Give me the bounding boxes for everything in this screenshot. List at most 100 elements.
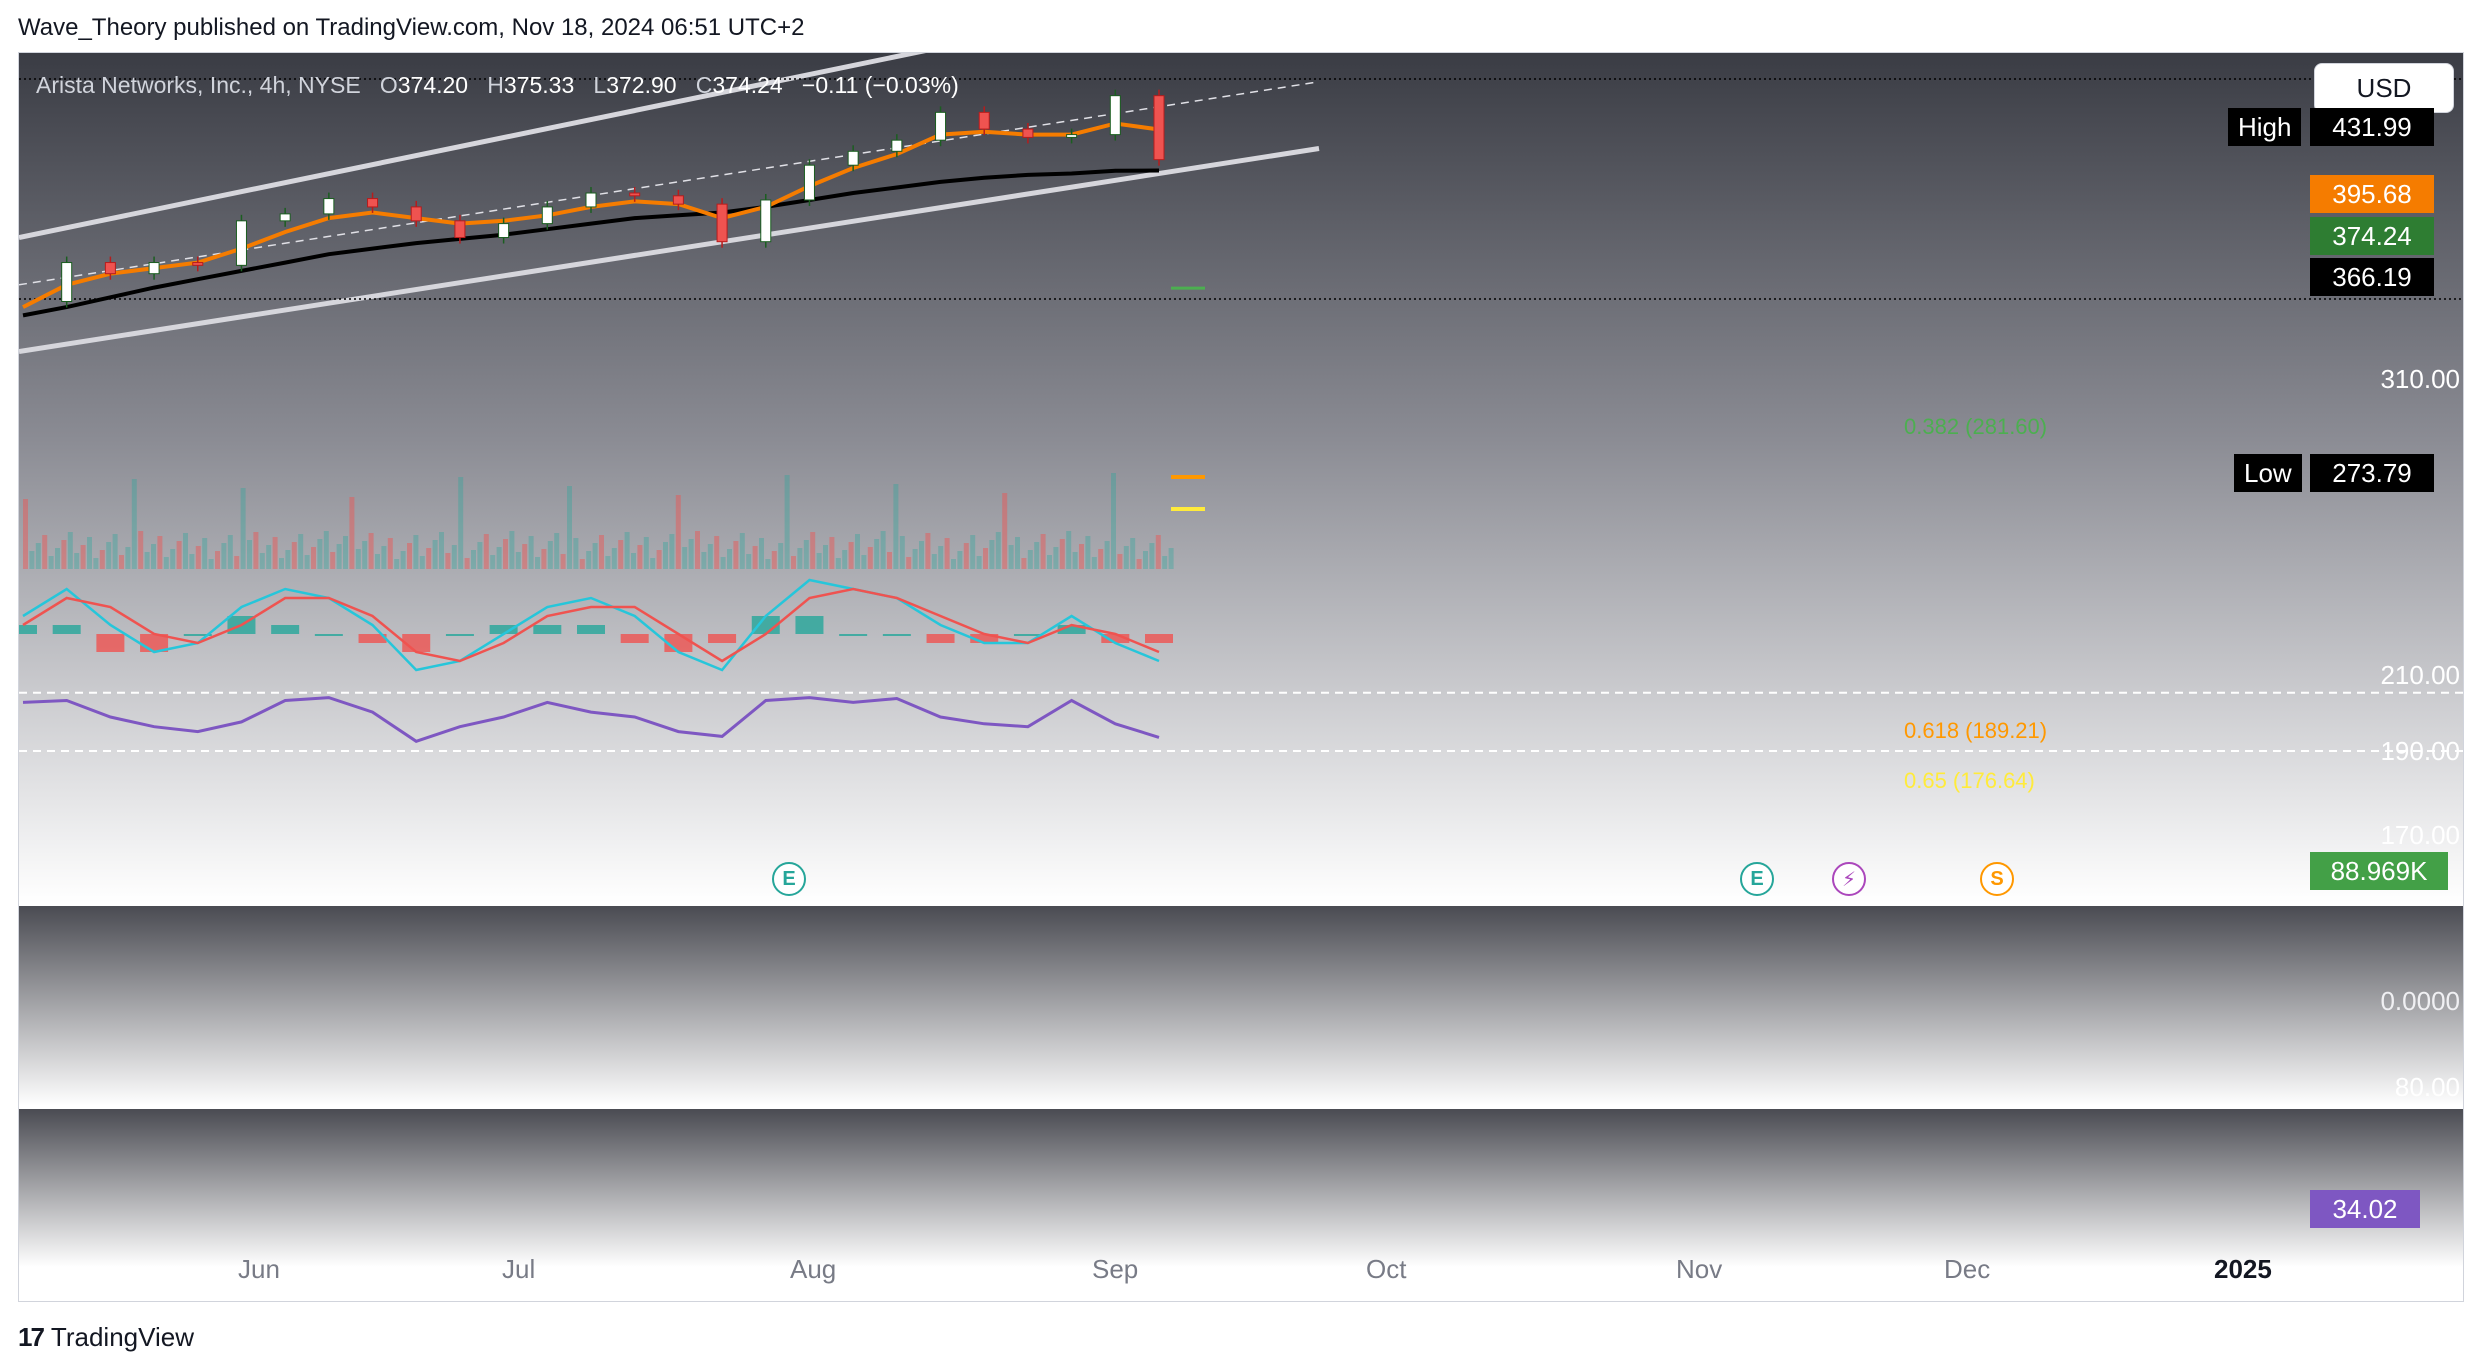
- volume-bar: [810, 532, 816, 569]
- volume-bar: [759, 538, 764, 569]
- volume-bar: [688, 539, 694, 569]
- volume-bar: [1136, 559, 1142, 569]
- volume-bar: [1149, 543, 1155, 569]
- volume-bar: [746, 554, 752, 569]
- volume-bar: [874, 539, 880, 569]
- macd-histogram-bar: [533, 625, 562, 634]
- volume-bar: [291, 542, 297, 569]
- symbol-name: Arista Networks, Inc., 4h, NYSE: [36, 72, 361, 98]
- candle-body: [279, 213, 291, 222]
- volume-bar: [272, 537, 278, 569]
- tradingview-logo-icon: 17: [18, 1322, 45, 1352]
- volume-bar: [298, 534, 304, 569]
- volume-bar: [1072, 552, 1078, 569]
- volume-bar: [906, 557, 912, 569]
- volume-bar: [1155, 535, 1161, 569]
- candle-body: [498, 223, 510, 239]
- volume-bar: [323, 531, 329, 569]
- lightning-icon[interactable]: ⚡: [1832, 862, 1866, 896]
- footer-brand[interactable]: TradingView: [50, 1322, 194, 1352]
- volume-bar: [247, 540, 252, 569]
- candle-body: [148, 262, 160, 275]
- volume-bar: [631, 553, 636, 569]
- earnings-icon[interactable]: E: [772, 862, 806, 896]
- volume-bar: [61, 540, 67, 569]
- macd-indicator: [19, 578, 1173, 672]
- volume-bar: [157, 536, 163, 569]
- volume-bar: [432, 540, 438, 569]
- volume-bar: [893, 484, 899, 569]
- candle-body: [803, 164, 815, 201]
- volume-bar: [1117, 554, 1123, 569]
- volume-bar: [330, 552, 336, 569]
- volume-bar: [848, 542, 854, 569]
- time-tick-dec: Dec: [1944, 1254, 1991, 1284]
- currency-button[interactable]: USD: [2314, 63, 2454, 113]
- volume-bar: [547, 541, 553, 569]
- chart-canvas[interactable]: [19, 53, 2464, 1302]
- candle-body: [192, 262, 204, 266]
- volume-bar: [87, 537, 92, 569]
- volume-bar: [67, 532, 73, 569]
- volume-bar: [144, 552, 150, 569]
- candlesticks: [61, 89, 1165, 308]
- candle-body: [323, 198, 335, 215]
- volume-bar: [803, 540, 809, 569]
- fib-level-0382: 0.382 (281.60): [1904, 414, 2048, 439]
- price-channel[interactable]: [19, 53, 1320, 355]
- main-pane-bg: [19, 53, 2463, 903]
- volume-bar: [637, 545, 643, 569]
- volume-bar: [445, 553, 451, 569]
- split-icon[interactable]: S: [1980, 862, 2014, 896]
- volume-bar: [1027, 550, 1033, 569]
- macd-line: [22, 578, 1160, 672]
- volume-bar: [599, 535, 604, 569]
- volume-bar: [1098, 549, 1104, 569]
- volume-histogram: [23, 473, 1174, 569]
- volume-bar: [387, 538, 393, 569]
- macd-histogram-bar: [795, 616, 824, 634]
- volume-bar: [48, 556, 54, 569]
- volume-bar: [240, 488, 246, 569]
- volume-bar: [970, 535, 976, 569]
- volume-bar: [419, 556, 425, 569]
- volume-bar: [765, 559, 771, 569]
- volume-bar: [663, 542, 668, 569]
- time-tick-jul: Jul: [502, 1254, 536, 1284]
- close-label: C: [695, 72, 713, 98]
- change-value: −0.11 (−0.03%): [801, 72, 959, 98]
- volume-bar: [714, 536, 720, 569]
- candle-body: [367, 198, 379, 208]
- macd-histogram-bar: [1057, 625, 1086, 634]
- close-value: 374.24: [712, 72, 783, 98]
- volume-bar: [151, 544, 156, 569]
- high-label: H: [487, 72, 504, 98]
- volume-bar: [618, 540, 624, 569]
- candle-body: [1153, 95, 1165, 161]
- volume-bar: [477, 542, 483, 569]
- volume-bar: [535, 557, 540, 569]
- candle-body: [672, 195, 684, 205]
- open-value: 374.20: [397, 72, 469, 98]
- volume-bar: [55, 548, 60, 569]
- volume-bar: [253, 532, 259, 569]
- chart-frame[interactable]: [18, 52, 2464, 1302]
- volume-bar: [675, 495, 681, 569]
- sma-line: [22, 168, 1160, 318]
- volume-bar: [701, 552, 707, 569]
- volume-bar: [74, 553, 80, 569]
- volume-bar: [80, 545, 86, 569]
- volume-bar: [611, 548, 617, 569]
- volume-bar: [995, 532, 1001, 569]
- low-value: 372.90: [606, 72, 677, 98]
- volume-bar: [1008, 545, 1014, 569]
- earnings-icon[interactable]: E: [1740, 862, 1774, 896]
- volume-bar: [567, 486, 572, 569]
- candle-body: [1066, 134, 1078, 138]
- volume-tag: 88.969K: [2310, 852, 2448, 890]
- volume-bar: [119, 555, 124, 569]
- time-tick-2025: 2025: [2214, 1254, 2272, 1284]
- volume-bar: [1111, 473, 1116, 569]
- publisher-line: Wave_Theory published on TradingView.com…: [18, 14, 805, 41]
- price-tick-210: 210.00: [2380, 660, 2460, 690]
